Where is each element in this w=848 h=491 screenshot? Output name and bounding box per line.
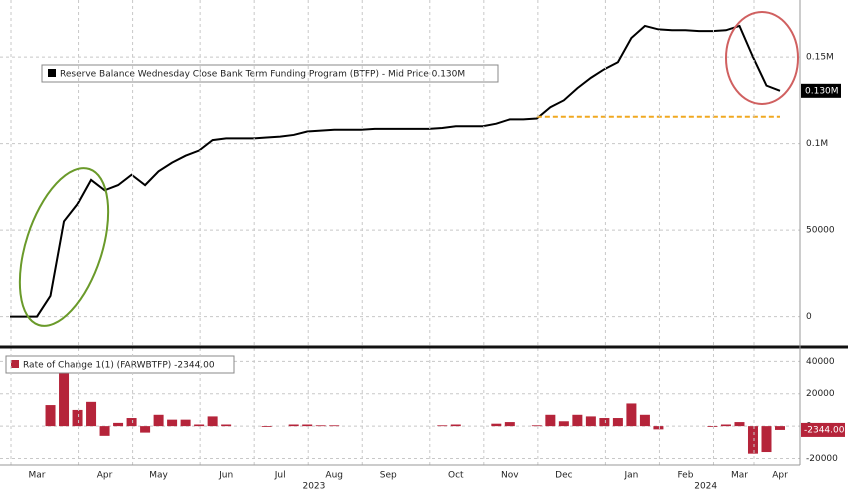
- x-tick-label: Mar: [731, 471, 748, 481]
- line-series: [10, 24, 781, 318]
- x-tick-label: Jan: [623, 471, 638, 481]
- x-tick-label: Oct: [448, 471, 464, 481]
- bar: [437, 425, 448, 427]
- legend-box: [5, 355, 235, 374]
- bar: [545, 414, 556, 427]
- last-value-box: [801, 422, 845, 437]
- bar: [329, 425, 340, 427]
- bar: [113, 422, 124, 427]
- legend-swatch: [11, 360, 19, 368]
- bar: [761, 426, 772, 453]
- bar: [775, 426, 785, 430]
- legend-box: [41, 64, 499, 83]
- legend-label: Rate of Change 1(1) (FARWBTFP) -2344.00: [23, 361, 215, 371]
- bar: [558, 421, 569, 427]
- x-tick-label: Mar: [29, 471, 46, 481]
- bar: [504, 422, 515, 427]
- bar: [99, 426, 110, 436]
- y-tick-label: 50000: [806, 226, 835, 236]
- bar: [626, 403, 637, 427]
- bar: [653, 426, 664, 430]
- last-value-label: 0.130M: [805, 86, 839, 96]
- bar: [450, 424, 461, 427]
- x-tick-label: Nov: [501, 471, 519, 481]
- bar: [720, 424, 731, 427]
- y-tick-label: -20000: [806, 454, 838, 464]
- bar: [315, 425, 326, 427]
- bar: [585, 416, 596, 427]
- last-value-label: -2344.00: [804, 425, 845, 435]
- x-tick-label: Jul: [274, 471, 286, 481]
- bar: [261, 426, 272, 427]
- bar: [302, 424, 313, 427]
- bar: [167, 419, 178, 427]
- bar: [45, 405, 56, 427]
- bar: [707, 426, 718, 427]
- y-tick-label: 0.15M: [806, 53, 834, 63]
- bar: [612, 418, 623, 427]
- x-tick-label: May: [149, 471, 168, 481]
- bar: [180, 419, 191, 427]
- bar: [194, 424, 205, 427]
- bar: [734, 422, 745, 427]
- bar: [140, 426, 151, 433]
- last-value-box: [801, 83, 841, 98]
- x-tick-label: Aug: [325, 471, 343, 481]
- x-group-label: 2024: [694, 482, 717, 491]
- legend-swatch: [48, 69, 56, 77]
- y-tick-label: 20000: [806, 389, 835, 399]
- y-tick-label: 40000: [806, 357, 835, 367]
- y-tick-label: 0: [806, 312, 812, 322]
- x-tick-label: Feb: [677, 471, 693, 481]
- x-tick-label: Dec: [555, 471, 572, 481]
- bar: [531, 425, 542, 427]
- bar: [572, 414, 583, 427]
- bar: [126, 418, 137, 427]
- bar: [639, 414, 650, 427]
- bar: [86, 401, 97, 427]
- bar: [491, 423, 502, 427]
- y-tick-label: 0.1M: [806, 139, 828, 149]
- highlight-ellipse: [725, 11, 799, 105]
- legend-label: Reserve Balance Wednesday Close Bank Ter…: [60, 70, 465, 80]
- x-tick-label: Apr: [97, 471, 113, 481]
- x-tick-label: Jun: [218, 471, 233, 481]
- bar: [153, 414, 164, 427]
- x-tick-label: Sep: [380, 471, 397, 481]
- highlight-ellipse: [18, 167, 110, 327]
- bar: [288, 424, 299, 427]
- bar: [221, 424, 232, 427]
- bar: [72, 409, 83, 427]
- bar: [59, 372, 70, 427]
- x-group-label: 2023: [302, 482, 325, 491]
- bar: [207, 416, 218, 427]
- bar: [747, 426, 758, 454]
- x-tick-label: Apr: [772, 471, 788, 481]
- bar: [599, 418, 610, 427]
